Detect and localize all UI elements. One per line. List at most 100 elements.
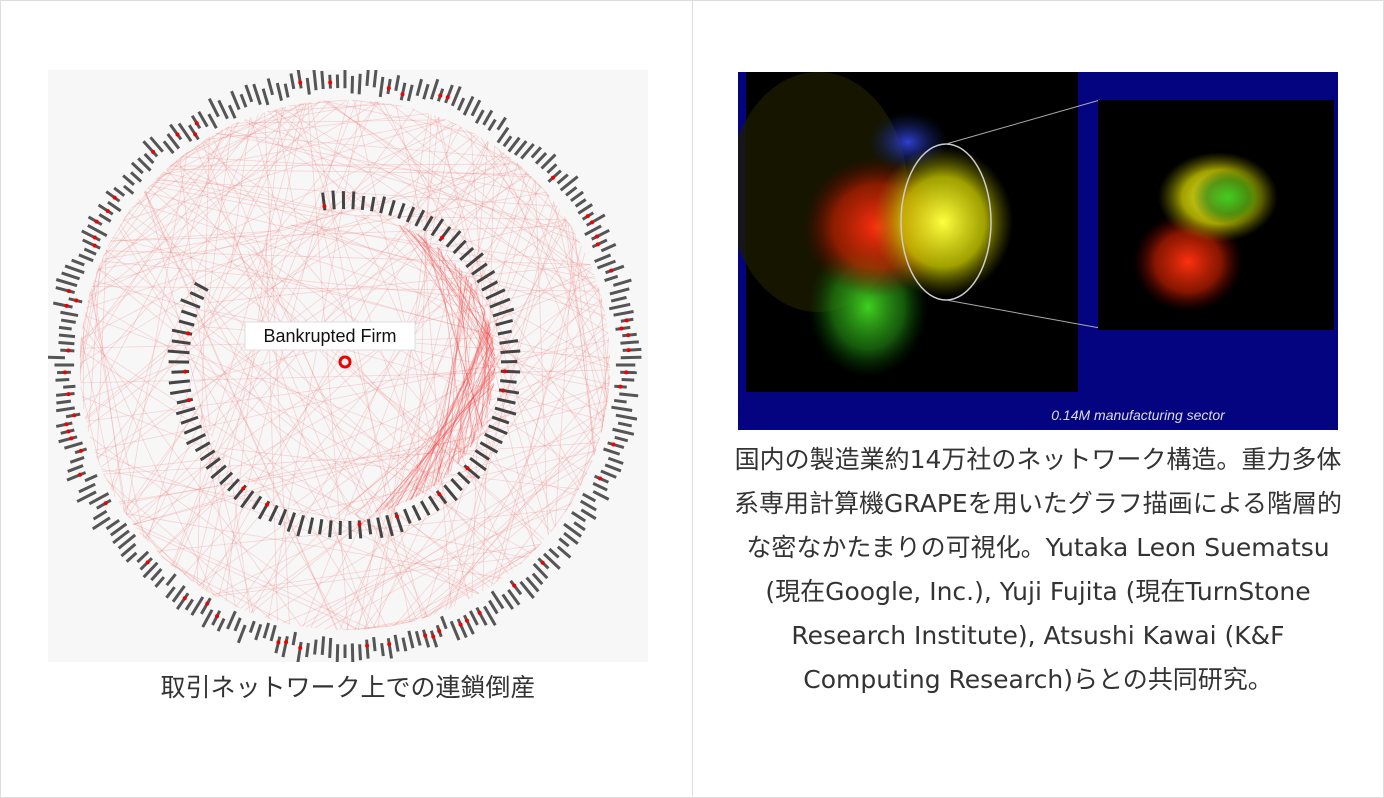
edge xyxy=(396,332,492,506)
node-label xyxy=(414,209,426,227)
node-label xyxy=(261,88,270,106)
edge xyxy=(145,190,255,614)
caption: 取引ネットワーク上での連鎖倒産 xyxy=(160,673,536,702)
edge xyxy=(390,103,581,244)
node-label xyxy=(341,191,346,210)
edge xyxy=(327,100,607,321)
node-label xyxy=(193,281,209,292)
edge xyxy=(133,400,608,525)
node-label xyxy=(320,636,326,655)
node-label xyxy=(470,99,482,117)
edge xyxy=(569,460,593,507)
node-label xyxy=(379,196,387,214)
edge xyxy=(300,438,600,627)
edge xyxy=(456,180,536,465)
node-label xyxy=(507,136,521,153)
node xyxy=(66,348,71,353)
node xyxy=(64,422,69,427)
network-image: Bankrupted Firm xyxy=(48,70,648,662)
edge xyxy=(87,300,532,554)
edge xyxy=(354,376,495,515)
node-label xyxy=(269,624,277,642)
node-label xyxy=(328,520,333,538)
node-label xyxy=(358,644,362,661)
node xyxy=(298,80,303,85)
node-label xyxy=(449,620,461,641)
edge xyxy=(554,230,574,527)
node-label xyxy=(600,243,617,253)
node xyxy=(205,601,210,606)
node xyxy=(66,289,71,294)
edge xyxy=(493,145,544,190)
node-label xyxy=(492,307,515,318)
node-label xyxy=(136,550,150,564)
node-label xyxy=(496,397,516,405)
edge xyxy=(364,263,457,630)
node-label xyxy=(365,70,370,86)
node-label xyxy=(171,585,186,603)
node-label xyxy=(419,500,431,516)
edge xyxy=(282,503,571,624)
node xyxy=(72,413,77,418)
node xyxy=(284,640,289,645)
edge xyxy=(183,488,262,576)
edge xyxy=(515,161,542,188)
node-label xyxy=(78,482,96,494)
node-label xyxy=(422,83,430,100)
edge xyxy=(101,229,281,260)
node-label xyxy=(563,531,579,545)
edge xyxy=(568,222,574,231)
edge xyxy=(236,119,446,124)
edge xyxy=(144,191,604,308)
node-label xyxy=(78,253,94,263)
node xyxy=(69,436,74,441)
zoom-line xyxy=(945,99,1101,145)
node-label xyxy=(286,512,296,532)
node-label xyxy=(169,123,183,141)
node-label xyxy=(177,122,193,143)
node-label xyxy=(608,302,631,311)
node-label xyxy=(84,474,98,483)
node-label xyxy=(531,572,544,586)
node-label xyxy=(166,133,181,150)
edge xyxy=(423,561,523,619)
node-label xyxy=(429,630,439,648)
edge xyxy=(79,293,91,359)
edge xyxy=(94,451,479,595)
edge xyxy=(448,313,606,610)
cell-divider xyxy=(692,0,693,796)
node-label xyxy=(149,136,164,153)
edge xyxy=(405,227,491,329)
edge xyxy=(89,436,357,631)
node-label xyxy=(471,262,488,276)
node-label xyxy=(266,78,275,96)
edge xyxy=(103,442,599,475)
node-label xyxy=(167,349,190,355)
node xyxy=(194,121,199,126)
edge xyxy=(156,100,323,180)
node-label xyxy=(233,617,242,632)
node-label xyxy=(55,377,70,382)
node-label xyxy=(244,84,254,103)
edge xyxy=(84,312,214,596)
node xyxy=(365,643,370,648)
node-label xyxy=(76,490,97,503)
node-label xyxy=(69,455,85,464)
node-label xyxy=(619,392,639,398)
node-label xyxy=(393,634,400,652)
node-label xyxy=(465,252,484,269)
node-label xyxy=(592,482,608,492)
node-label xyxy=(385,514,394,537)
image-label: Bankrupted Firm xyxy=(263,326,396,346)
node-label xyxy=(205,457,221,470)
edge xyxy=(231,122,238,126)
label-box xyxy=(244,321,416,351)
edge xyxy=(144,191,337,631)
node-label xyxy=(613,309,634,317)
edge xyxy=(470,384,495,448)
edge xyxy=(213,487,432,596)
edge xyxy=(79,256,104,374)
edge xyxy=(438,116,536,550)
node-label xyxy=(600,469,617,479)
node xyxy=(64,303,69,308)
